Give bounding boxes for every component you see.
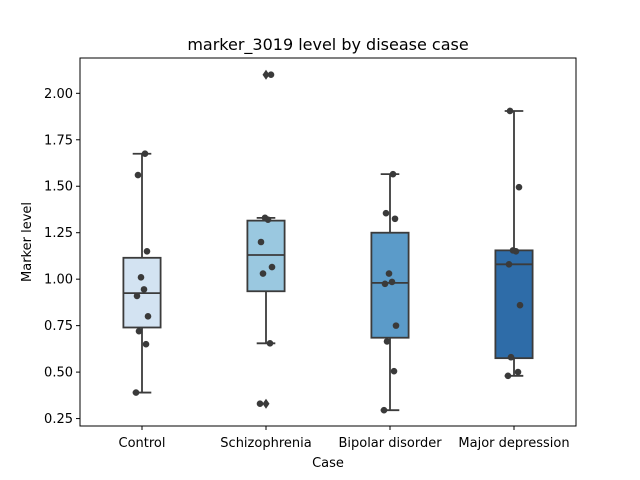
- data-point: [134, 171, 142, 179]
- y-tick-label: 2.00: [44, 87, 73, 102]
- box-iqr: [246, 219, 286, 293]
- strip-points: [132, 71, 524, 414]
- data-point: [143, 247, 151, 255]
- data-point: [388, 278, 396, 286]
- chart-title: marker_3019 level by disease case: [187, 35, 468, 55]
- box-iqr: [370, 231, 410, 339]
- data-point: [515, 183, 523, 191]
- y-axis-label: Marker level: [20, 202, 35, 282]
- data-point: [268, 263, 276, 271]
- data-point: [133, 292, 141, 300]
- data-point: [504, 372, 512, 380]
- y-tick-label: 0.25: [44, 412, 73, 427]
- data-point: [392, 322, 400, 329]
- y-axis: 0.25 0.50 0.75 1.00 1.25 1.50 1.75 2.00: [44, 87, 80, 427]
- data-point: [505, 261, 513, 268]
- data-point: [266, 339, 274, 347]
- box-1: [122, 152, 162, 394]
- y-tick-label: 0.75: [44, 319, 73, 334]
- data-point: [385, 270, 393, 277]
- box-iqr: [494, 249, 534, 360]
- data-point: [391, 215, 399, 223]
- data-point: [516, 301, 524, 309]
- y-tick-label: 1.00: [44, 273, 73, 288]
- y-tick-label: 0.50: [44, 366, 73, 381]
- data-point: [261, 214, 269, 222]
- y-tick-label: 1.50: [44, 180, 73, 195]
- data-point: [141, 150, 149, 158]
- box-3: [370, 173, 410, 412]
- data-point: [390, 367, 398, 375]
- data-point: [382, 209, 390, 217]
- plot-area-frame: [79, 57, 577, 427]
- y-tick-label: 1.75: [44, 133, 73, 148]
- x-tick-label: Major depression: [458, 436, 569, 451]
- data-point: [140, 286, 148, 293]
- data-point: [144, 313, 152, 320]
- data-point: [389, 170, 397, 178]
- y-tick-label: 1.25: [44, 226, 73, 241]
- box-series: [122, 69, 534, 412]
- data-point: [142, 340, 150, 348]
- data-point: [257, 238, 265, 246]
- data-point: [383, 338, 391, 345]
- data-point: [132, 389, 140, 396]
- data-point: [259, 270, 267, 277]
- data-point: [506, 107, 514, 115]
- x-tick-label: Schizophrenia: [220, 436, 311, 451]
- data-point: [514, 368, 522, 376]
- x-tick-label: Control: [119, 436, 166, 451]
- data-point: [509, 247, 517, 254]
- data-point: [256, 400, 264, 407]
- data-point: [380, 406, 388, 414]
- outlier-marker: [262, 69, 270, 80]
- data-point: [135, 327, 143, 335]
- data-point: [507, 353, 515, 361]
- x-axis: Control Schizophrenia Bipolar disorder Majo…: [119, 426, 570, 451]
- data-point: [137, 274, 145, 281]
- data-point: [267, 71, 275, 79]
- x-axis-label: Case: [312, 456, 344, 471]
- x-tick-label: Bipolar disorder: [338, 436, 442, 451]
- outlier-marker: [262, 398, 270, 409]
- data-point: [381, 280, 389, 288]
